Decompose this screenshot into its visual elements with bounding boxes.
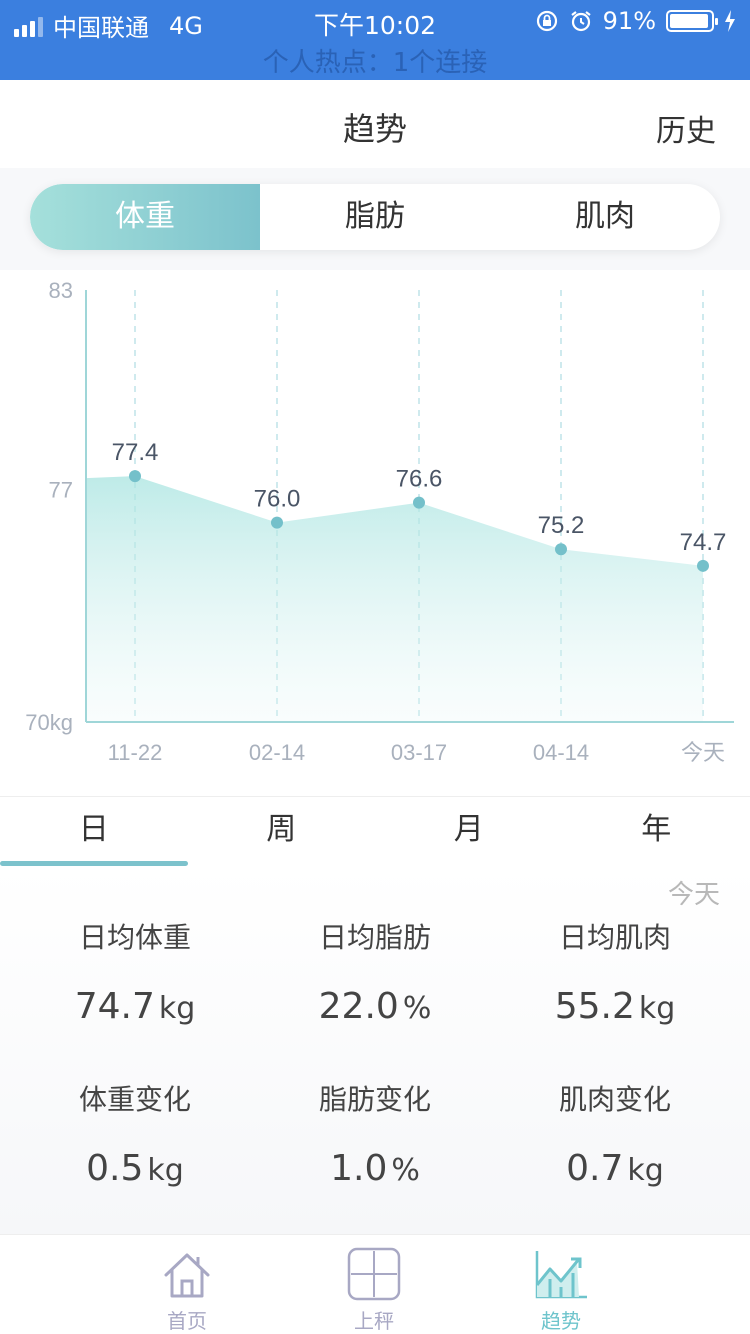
network-label: 4G [169,11,203,40]
tab-home[interactable]: 首页 [127,1245,247,1334]
alarm-icon [570,11,591,32]
tab-trend[interactable]: 趋势 [501,1245,621,1334]
tab-label: 上秤 [354,1309,394,1333]
status-bar: 中国联通 4G 下午10:02 91% 个人热点：1个连接 [0,0,750,80]
stat-unit: kg [147,1153,184,1188]
x-tick-label: 02-14 [249,740,305,765]
stat-value-row: 74.7 kg [15,986,255,1027]
stat-avg-muscle: 日均肌肉 55.2 kg [495,916,735,1027]
x-tick-label: 今天 [681,740,725,765]
stat-unit: kg [638,991,676,1026]
carrier-label: 中国联通 [53,14,149,42]
metric-segment: 体重 脂肪 肌肉 [30,184,720,250]
data-label: 74.7 [680,529,727,556]
hotspot-banner[interactable]: 个人热点：1个连接 [262,48,488,78]
segment-container: 体重 脂肪 肌肉 [0,168,750,270]
stat-unit: kg [627,1153,664,1188]
signal-icon [14,15,43,37]
stat-label: 体重变化 [78,1083,191,1116]
trend-chart-svg: 83 77 70kg 11-22 02-14 03-17 04-14 今天 77.4 76.0 76… [25,278,734,765]
stat-value-row: 1.0% [255,1148,495,1189]
stat-label: 脂肪变化 [318,1083,431,1116]
data-point [697,559,709,572]
trend-chart: 83 77 70kg 11-22 02-14 03-17 04-14 今天 77.4 76.0 76… [0,270,750,790]
today-label: 今天 [667,880,720,910]
segment-fat[interactable]: 脂肪 [345,199,405,234]
period-tab-week[interactable]: 周 [266,812,297,847]
y-tick-label: 70kg [25,710,73,735]
battery-icon [666,10,718,32]
stat-label: 日均脂肪 [318,921,431,954]
stat-value-row: 0.7 kg [495,1148,735,1189]
segment-muscle[interactable]: 肌肉 [575,199,635,234]
status-left: 中国联通 4G [14,8,203,43]
y-tick-label: 77 [49,477,73,502]
scale-icon [314,1245,434,1301]
stat-value-row: 0.5 kg [15,1148,255,1189]
battery-percent: 91% [602,7,656,35]
stat-weight-change: 体重变化 0.5 kg [15,1078,255,1189]
x-tick-label: 04-14 [533,740,589,765]
stat-fat-change: 脂肪变化 1.0% [255,1078,495,1189]
y-tick-label: 83 [49,278,73,303]
stat-value: 55.2 [554,986,635,1027]
stat-avg-weight: 日均体重 74.7 kg [15,916,255,1027]
stat-value: 0.7 [566,1148,624,1189]
charging-icon [725,10,735,32]
x-tick-label: 03-17 [391,740,447,765]
data-point [271,516,283,529]
data-label: 77.4 [112,439,159,466]
stat-value-row: 22.0% [255,986,495,1027]
chart-area [86,476,703,722]
stat-value-row: 55.2 kg [495,986,735,1027]
stat-unit: kg [158,991,196,1026]
period-tab-year[interactable]: 年 [641,812,672,847]
tab-bar: 首页 上秤 趋势 [0,1234,750,1334]
stat-value: 1.0 [330,1148,388,1189]
stats-panel: 今天 日均体重 74.7 kg 日均脂肪 22.0% 日均肌肉 55.2 kg 体重… [0,866,750,1234]
page-title: 趋势 [342,110,407,148]
data-label: 76.0 [254,486,301,513]
period-tabs: 日 周 月 年 [0,796,750,866]
trend-icon [501,1245,621,1301]
stat-value: 0.5 [86,1148,144,1189]
stat-muscle-change: 肌肉变化 0.7 kg [495,1078,735,1189]
stat-label: 日均肌肉 [558,921,671,954]
period-tab-month[interactable]: 月 [453,812,484,847]
data-point [413,496,425,509]
data-label: 75.2 [538,512,585,539]
rotation-lock-icon [536,10,557,32]
stat-value: 74.7 [74,986,155,1027]
x-tick-label: 11-22 [108,740,163,765]
data-label: 76.6 [396,466,443,493]
stat-unit: % [402,991,432,1026]
period-tab-day[interactable]: 日 [0,797,188,866]
data-point [555,543,567,556]
status-time: 下午10:02 [313,11,437,40]
tab-scale[interactable]: 上秤 [314,1245,434,1334]
tab-label: 趋势 [541,1309,581,1333]
stat-unit: % [391,1153,420,1188]
home-icon [127,1245,247,1301]
status-right: 91% [535,7,736,35]
stat-avg-fat: 日均脂肪 22.0% [255,916,495,1027]
nav-bar: 趋势 历史 [0,80,750,168]
tab-label: 首页 [167,1309,207,1333]
stat-label: 日均体重 [78,921,191,954]
history-button[interactable]: 历史 [656,114,716,149]
segment-weight[interactable]: 体重 [30,184,260,250]
stat-value: 22.0 [318,986,399,1027]
data-point [129,470,141,483]
stat-label: 肌肉变化 [558,1083,671,1116]
